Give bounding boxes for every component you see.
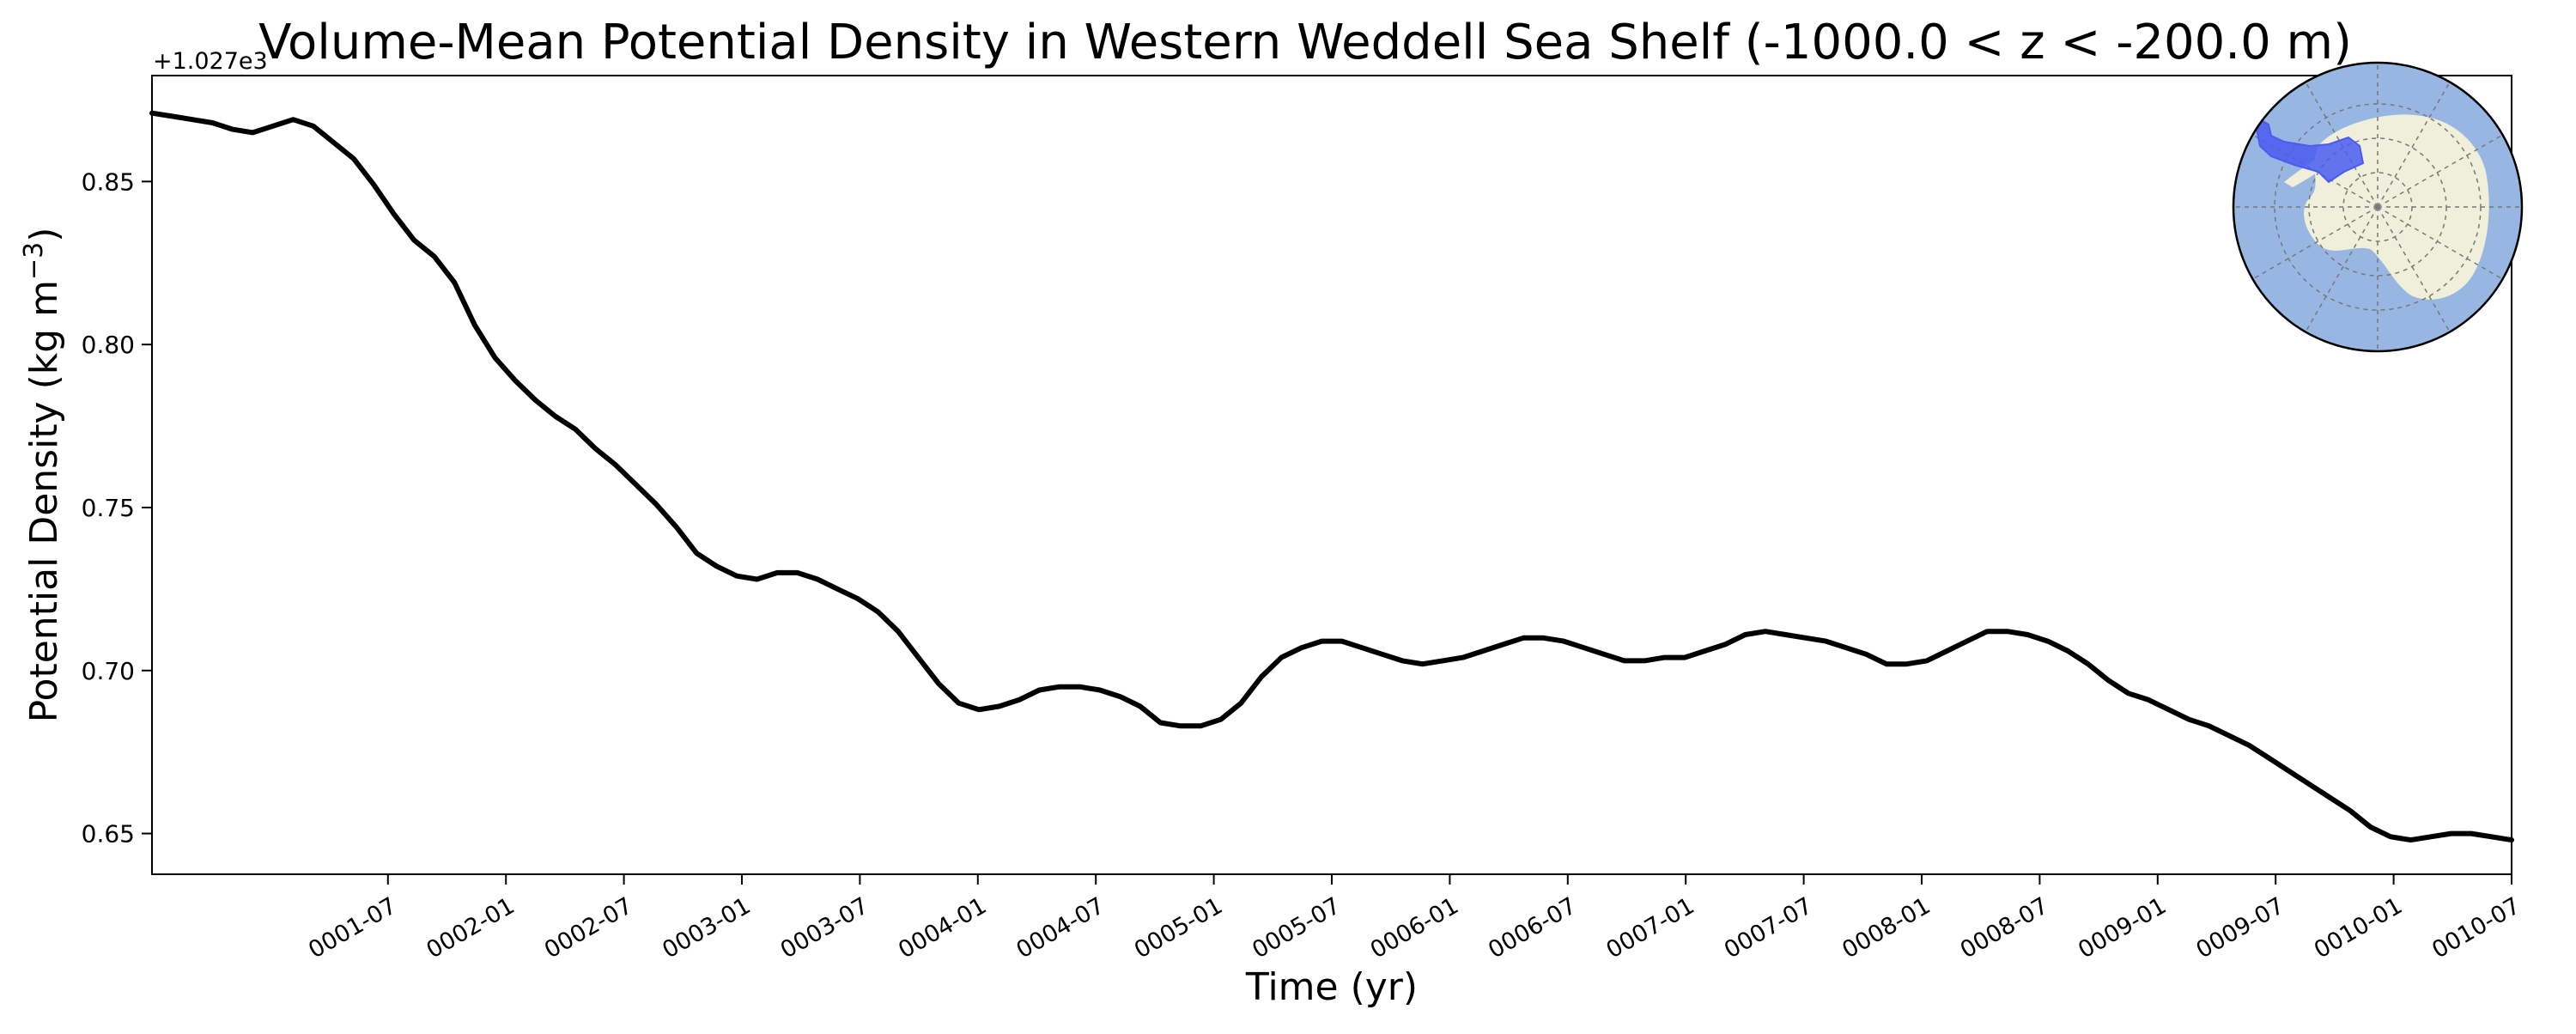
inset-antarctica-map — [2232, 61, 2524, 353]
chart-title: Volume-Mean Potential Density in Western… — [258, 15, 2352, 70]
x-tick-label: 0004-07 — [1012, 892, 1109, 964]
x-axis-ticks: 0001-07 0002-01 0002-07 0003-01 0003-07 0004-… — [304, 874, 2525, 964]
inset-meridian — [2251, 206, 2379, 281]
series-line — [149, 110, 2514, 843]
x-axis-label: Time (yr) — [1245, 965, 1418, 1009]
inset-meridian — [2377, 80, 2451, 208]
y-axis-label-main: Potential Density (kg m — [22, 280, 66, 722]
inset-meridian — [2377, 206, 2451, 334]
y-tick-label: 0.65 — [82, 820, 135, 848]
x-tick-label: 0002-01 — [422, 892, 519, 964]
y-axis-label-unit-exponent: −3 — [19, 242, 49, 280]
inset-meridian — [2377, 206, 2505, 281]
plot-area-frame — [151, 75, 2512, 875]
inset-region-highlight — [2255, 117, 2365, 184]
x-tick-label: 0004-01 — [894, 892, 991, 964]
x-tick-label: 0003-01 — [658, 892, 755, 964]
y-axis-label-close: ) — [22, 228, 66, 242]
x-tick-label: 0001-07 — [304, 892, 401, 964]
x-tick-label: 0002-07 — [540, 892, 637, 964]
x-tick-label: 0005-01 — [1130, 892, 1227, 964]
x-tick-label: 0007-01 — [1602, 892, 1699, 964]
y-axis-ticks: 0.65 0.70 0.75 0.80 0.85 — [82, 167, 152, 848]
inset-graticule — [2233, 63, 2522, 351]
y-tick-label: 0.70 — [82, 657, 135, 685]
x-tick-label: 0006-07 — [1484, 892, 1581, 964]
x-tick-label: 0010-01 — [2310, 892, 2407, 964]
x-tick-label: 0009-07 — [2192, 892, 2289, 964]
y-axis-label: Potential Density (kg m−3) — [19, 228, 67, 723]
inset-map-border — [2232, 61, 2524, 353]
x-tick-label: 0007-07 — [1720, 892, 1817, 964]
x-tick-label: 0008-07 — [1956, 892, 2053, 964]
y-tick-label: 0.75 — [82, 494, 135, 522]
y-tick-label: 0.85 — [82, 167, 135, 196]
y-offset-label: +1.027e3 — [153, 48, 268, 75]
x-tick-label: 0006-01 — [1366, 892, 1463, 964]
x-tick-label: 0005-07 — [1248, 892, 1345, 964]
series-layer — [149, 110, 2514, 843]
inset-meridian — [2377, 133, 2505, 208]
x-tick-label: 0008-01 — [1838, 892, 1935, 964]
x-tick-label: 0009-01 — [2074, 892, 2171, 964]
x-tick-label: 0010-07 — [2427, 892, 2524, 964]
x-tick-label: 0003-07 — [776, 892, 873, 964]
y-tick-label: 0.80 — [82, 331, 135, 359]
inset-meridian — [2304, 206, 2379, 334]
